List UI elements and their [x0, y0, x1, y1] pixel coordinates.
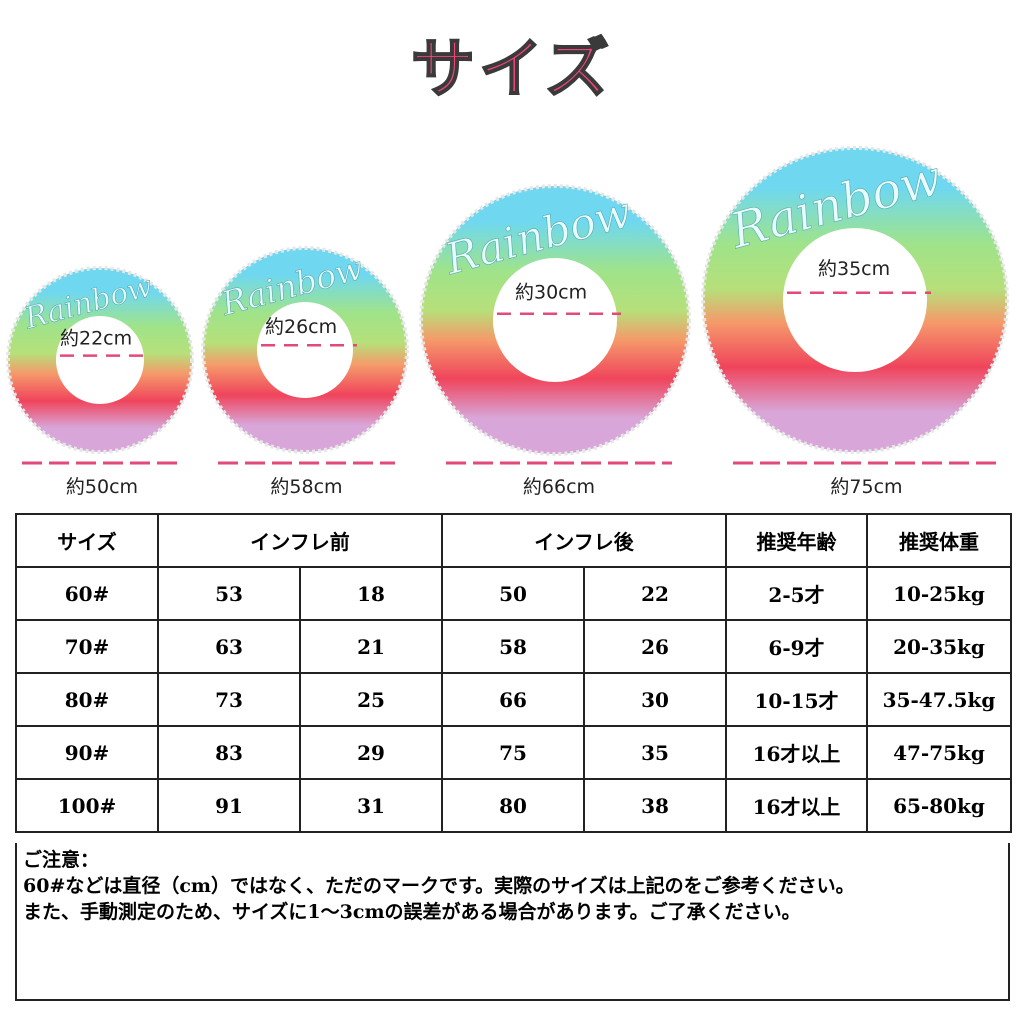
table-cell: 60# [15, 566, 159, 621]
table-cell: 20-35kg [866, 619, 1012, 674]
notes: ご注意： 60#などは直径（cm）ではなく、ただのマークです。実際のサイズは上記… [15, 843, 1010, 1001]
table-row: 70# 63 21 58 26 6-9才 20-35kg [15, 619, 1012, 674]
table-row: 60# 53 18 50 22 2-5才 10-25kg [15, 566, 1012, 621]
table-cell: インフレ後 [441, 513, 727, 568]
table-cell: サイズ [15, 513, 159, 568]
table-row: 80# 73 25 66 30 10-15才 35-47.5kg [15, 672, 1012, 727]
table-cell: 73 [157, 672, 301, 727]
table-cell: 66 [441, 672, 585, 727]
table-cell: 25 [299, 672, 443, 727]
ring [703, 148, 1007, 452]
ring [203, 248, 407, 452]
table-row: 100# 91 31 80 38 16才以上 65-80kg [15, 778, 1012, 833]
outer-size: 約66cm [523, 476, 595, 498]
inner-size: 約35cm [818, 258, 890, 280]
table-cell: 10-25kg [866, 566, 1012, 621]
table-cell: 80 [441, 778, 585, 833]
table-row: 90# 83 29 75 35 16才以上 47-75kg [15, 725, 1012, 780]
table-cell: 21 [299, 619, 443, 674]
outer-size: 約75cm [830, 476, 902, 498]
table-cell: 50 [441, 566, 585, 621]
table-cell: 推奨体重 [866, 513, 1012, 568]
table-cell: 29 [299, 725, 443, 780]
table-cell: 100# [15, 778, 159, 833]
table-cell: 35 [583, 725, 727, 780]
outer-size: 約58cm [270, 476, 342, 498]
inner-size: 約30cm [515, 281, 587, 303]
notes-heading: ご注意： [23, 849, 100, 871]
table-cell: 16才以上 [725, 778, 868, 833]
note-line: 60#などは直径（cm）ではなく、ただのマークです。実際のサイズは上記のをご参考… [23, 875, 855, 897]
table-cell: 30 [583, 672, 727, 727]
table-cell: 31 [299, 778, 443, 833]
table-cell: 18 [299, 566, 443, 621]
table-cell: 75 [441, 725, 585, 780]
table-cell: 70# [15, 619, 159, 674]
ring-edge [419, 184, 691, 456]
ring-edge [6, 266, 194, 454]
note-line: また、手動測定のため、サイズに1～3cmの誤差がある場合があります。ご了承くださ… [23, 901, 801, 923]
ring [421, 186, 689, 454]
size-table: サイズ インフレ前 インフレ後 推奨年齢 推奨体重 60# 53 18 50 22 2-5才 10-2… [15, 513, 1012, 833]
header-row: サイズ インフレ前 インフレ後 推奨年齢 推奨体重 [15, 513, 1012, 568]
table-cell: 47-75kg [866, 725, 1012, 780]
table-cell: 16才以上 [725, 725, 868, 780]
table-cell: 10-15才 [725, 672, 868, 727]
title: サイズ [410, 32, 614, 108]
table-cell: 推奨年齢 [725, 513, 868, 568]
table-cell: インフレ前 [157, 513, 443, 568]
inner-size: 約26cm [265, 316, 337, 338]
table-cell: 83 [157, 725, 301, 780]
ring-edge [201, 246, 409, 454]
table-cell: 91 [157, 778, 301, 833]
table-cell: 26 [583, 619, 727, 674]
outer-size: 約50cm [66, 476, 138, 498]
rings: Rainbow約22cm約50cmRainbow約26cm約58cmRainbo… [6, 146, 1009, 498]
table-cell: 22 [583, 566, 727, 621]
table-cell: 2-5才 [725, 566, 868, 621]
ring [8, 268, 192, 452]
table-cell: 63 [157, 619, 301, 674]
table-cell: 35-47.5kg [866, 672, 1012, 727]
table-cell: 80# [15, 672, 159, 727]
table-cell: 6-9才 [725, 619, 868, 674]
inner-size: 約22cm [60, 328, 132, 350]
table-cell: 90# [15, 725, 159, 780]
table-cell: 58 [441, 619, 585, 674]
table-cell: 38 [583, 778, 727, 833]
ring-edge [701, 146, 1009, 454]
table-cell: 65-80kg [866, 778, 1012, 833]
table-cell: 53 [157, 566, 301, 621]
